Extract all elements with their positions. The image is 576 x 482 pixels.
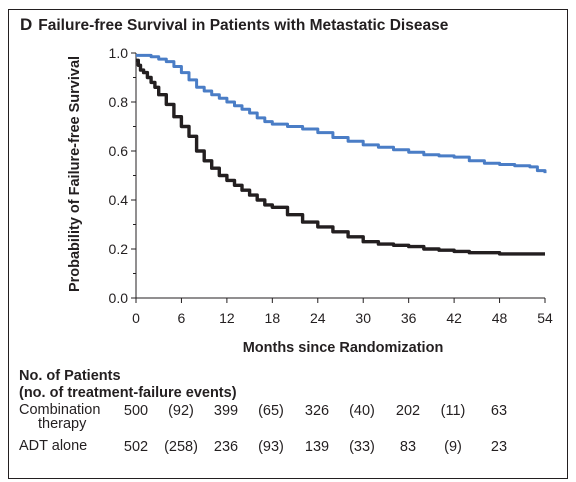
x-tick-label: 24 — [310, 310, 326, 326]
x-tick-label: 42 — [446, 310, 462, 326]
risk-cell: 399 — [213, 403, 239, 419]
risk-cell: (9) — [444, 439, 462, 455]
x-tick-label: 54 — [537, 310, 553, 326]
x-tick-label: 6 — [178, 310, 186, 326]
x-tick-label: 36 — [401, 310, 417, 326]
y-tick-label: 0.2 — [109, 241, 129, 257]
risk-cell: 23 — [490, 439, 508, 455]
risk-cell: 63 — [490, 403, 508, 419]
risk-table-heading: No. of Patients — [19, 368, 121, 384]
panel-letter: D — [20, 15, 33, 34]
y-axis-label: Probability of Failure-free Survival — [67, 56, 83, 292]
frame-right — [567, 9, 568, 479]
risk-cell: (65) — [258, 403, 284, 419]
panel-title: D Failure-free Survival in Patients with … — [20, 15, 448, 35]
risk-cell: 502 — [123, 439, 149, 455]
y-tick-label: 0.6 — [109, 143, 129, 159]
risk-cell: (40) — [349, 403, 375, 419]
combination-therapy-line — [136, 53, 547, 174]
frame-top — [8, 9, 568, 10]
x-tick-label: 12 — [219, 310, 235, 326]
risk-cell: 139 — [304, 439, 330, 455]
risk-table-subheading: (no. of treatment-failure events) — [19, 385, 237, 401]
risk-cell: 202 — [395, 403, 421, 419]
x-tick-label: 0 — [132, 310, 140, 326]
frame-left — [8, 9, 9, 479]
risk-row-label-continued: therapy — [38, 416, 87, 432]
adt-alone-line — [136, 58, 545, 256]
y-tick-label: 0.4 — [109, 192, 129, 208]
x-axis-label: Months since Randomization — [243, 340, 444, 356]
risk-row-label: ADT alone — [19, 438, 88, 454]
x-tick-label: 48 — [492, 310, 508, 326]
risk-cell: 326 — [304, 403, 330, 419]
risk-cell: (33) — [349, 439, 375, 455]
survival-chart: 0.0 0.2 0.4 0.6 0.8 1.0 0 6 12 18 24 30 36 42 48 54 Pro… — [67, 45, 553, 356]
risk-cell: (11) — [440, 403, 466, 419]
x-tick-label: 30 — [355, 310, 371, 326]
risk-row-label: Combination — [19, 402, 101, 418]
risk-cell: (258) — [164, 439, 198, 455]
x-tick-label: 18 — [265, 310, 281, 326]
risk-cell: 236 — [213, 439, 239, 455]
y-tick-label: 0.0 — [109, 290, 129, 306]
axes: 0.0 0.2 0.4 0.6 0.8 1.0 0 6 12 18 24 30 36 42 48 54 — [109, 45, 553, 326]
y-tick-label: 0.8 — [109, 94, 129, 110]
risk-cell: (92) — [168, 403, 194, 419]
risk-cell: (93) — [258, 439, 284, 455]
risk-cell: 83 — [399, 439, 417, 455]
chart-title: Failure-free Survival in Patients with M… — [38, 17, 449, 34]
risk-table: No. of Patients (no. of treatment-failur… — [19, 368, 237, 402]
frame-bottom — [8, 478, 568, 479]
y-tick-label: 1.0 — [109, 45, 129, 61]
risk-cell: 500 — [123, 403, 149, 419]
series-layer — [136, 53, 547, 256]
